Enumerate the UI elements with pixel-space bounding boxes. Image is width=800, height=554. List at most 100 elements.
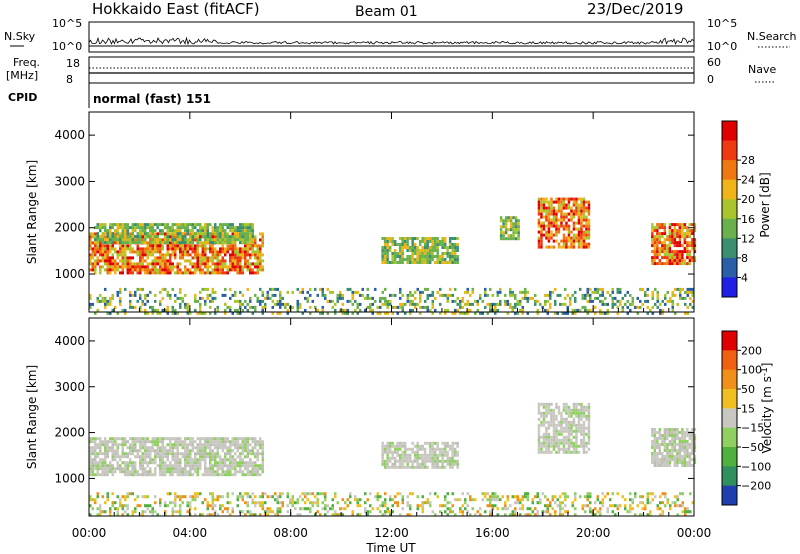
echo-cell — [616, 290, 619, 294]
echo-cell — [555, 218, 558, 222]
echo-cell — [189, 495, 192, 499]
echo-cell — [514, 231, 518, 235]
echo-cell — [398, 444, 402, 448]
echo-cell — [236, 455, 239, 459]
echo-cell — [586, 293, 589, 297]
echo-cell — [206, 501, 209, 505]
echo-cell — [494, 492, 497, 496]
echo-cell — [484, 510, 487, 514]
echo-cell — [176, 449, 179, 453]
echo-cell — [384, 513, 387, 517]
echo-cell — [189, 470, 192, 474]
echo-cell — [136, 244, 139, 248]
echo-cell — [433, 240, 437, 243]
echo-cell — [249, 296, 252, 300]
echo-cell — [661, 437, 664, 440]
echo-cell — [246, 265, 249, 269]
echo-cell — [129, 265, 132, 269]
echo-cell — [109, 229, 112, 233]
echo-cell — [176, 238, 179, 242]
echo-cell — [459, 302, 462, 306]
echo-cell — [174, 470, 177, 474]
echo-cell — [631, 299, 634, 303]
echo-cell — [99, 467, 102, 471]
echo-cell — [396, 252, 399, 255]
echo-cell — [91, 247, 94, 251]
echo-cell — [386, 510, 389, 514]
echo-cell — [567, 429, 571, 433]
echo-cell — [244, 501, 247, 505]
echo-cell — [189, 244, 192, 248]
echo-cell — [221, 449, 224, 453]
echo-cell — [114, 452, 117, 456]
echo-cell — [391, 255, 394, 258]
echo-cell — [224, 262, 227, 266]
echo-cell — [136, 226, 139, 230]
echo-cell — [274, 293, 277, 297]
echo-cell — [119, 302, 122, 306]
echo-cell — [596, 510, 599, 514]
echo-cell — [537, 221, 541, 225]
echo-cell — [106, 464, 109, 468]
echo-cell — [656, 235, 659, 239]
echo-cell — [393, 258, 397, 261]
echo-cell — [567, 218, 571, 222]
echo-cell — [159, 244, 162, 248]
echo-cell — [191, 458, 194, 462]
echo-cell — [91, 467, 94, 471]
echo-cell — [674, 495, 677, 499]
echo-cell — [106, 311, 109, 315]
echo-cell — [131, 232, 134, 236]
echo-cell — [116, 513, 119, 517]
echo-cell — [166, 452, 169, 456]
echo-cell — [179, 244, 182, 248]
nsearch-label: N.Search — [747, 30, 797, 43]
echo-cell — [241, 238, 244, 242]
echo-cell — [384, 296, 387, 300]
echo-cell — [259, 446, 262, 450]
echo-cell — [555, 402, 558, 406]
echo-cell — [179, 305, 182, 309]
echo-cell — [224, 470, 227, 474]
echo-cell — [386, 441, 389, 445]
echo-cell — [216, 455, 219, 459]
echo-cell — [599, 308, 602, 312]
echo-cell — [179, 443, 182, 447]
echo-cell — [418, 243, 422, 246]
echo-cell — [381, 246, 384, 249]
echo-cell — [111, 241, 114, 245]
echo-cell — [676, 259, 679, 263]
echo-cell — [109, 299, 112, 303]
echo-cell — [111, 446, 114, 450]
echo-cell — [91, 452, 94, 456]
echo-cell — [119, 253, 122, 257]
echo-cell — [209, 437, 212, 441]
echo-cell — [106, 452, 109, 456]
echo-cell — [451, 261, 454, 264]
echo-cell — [241, 464, 244, 468]
echo-cell — [545, 245, 548, 249]
echo-cell — [666, 238, 669, 242]
echo-cell — [438, 459, 442, 463]
echo-cell — [693, 458, 697, 461]
echo-cell — [106, 241, 109, 245]
echo-cell — [246, 302, 249, 306]
echo-cell — [668, 250, 672, 254]
echo-cell — [562, 417, 566, 421]
echo-cell — [186, 247, 189, 251]
echo-cell — [184, 470, 187, 474]
echo-cell — [254, 238, 257, 242]
echo-cell — [271, 495, 274, 499]
echo-cell — [428, 240, 432, 243]
echo-cell — [366, 498, 369, 502]
echo-cell — [244, 247, 247, 251]
echo-cell — [229, 287, 232, 291]
echo-cell — [540, 215, 543, 219]
echo-cell — [391, 444, 394, 448]
echo-cell — [589, 501, 592, 505]
echo-cell — [204, 458, 207, 462]
nsky-panel — [88, 21, 695, 53]
echo-cell — [156, 271, 159, 275]
echo-cell — [281, 492, 284, 496]
echo-cell — [184, 226, 187, 230]
